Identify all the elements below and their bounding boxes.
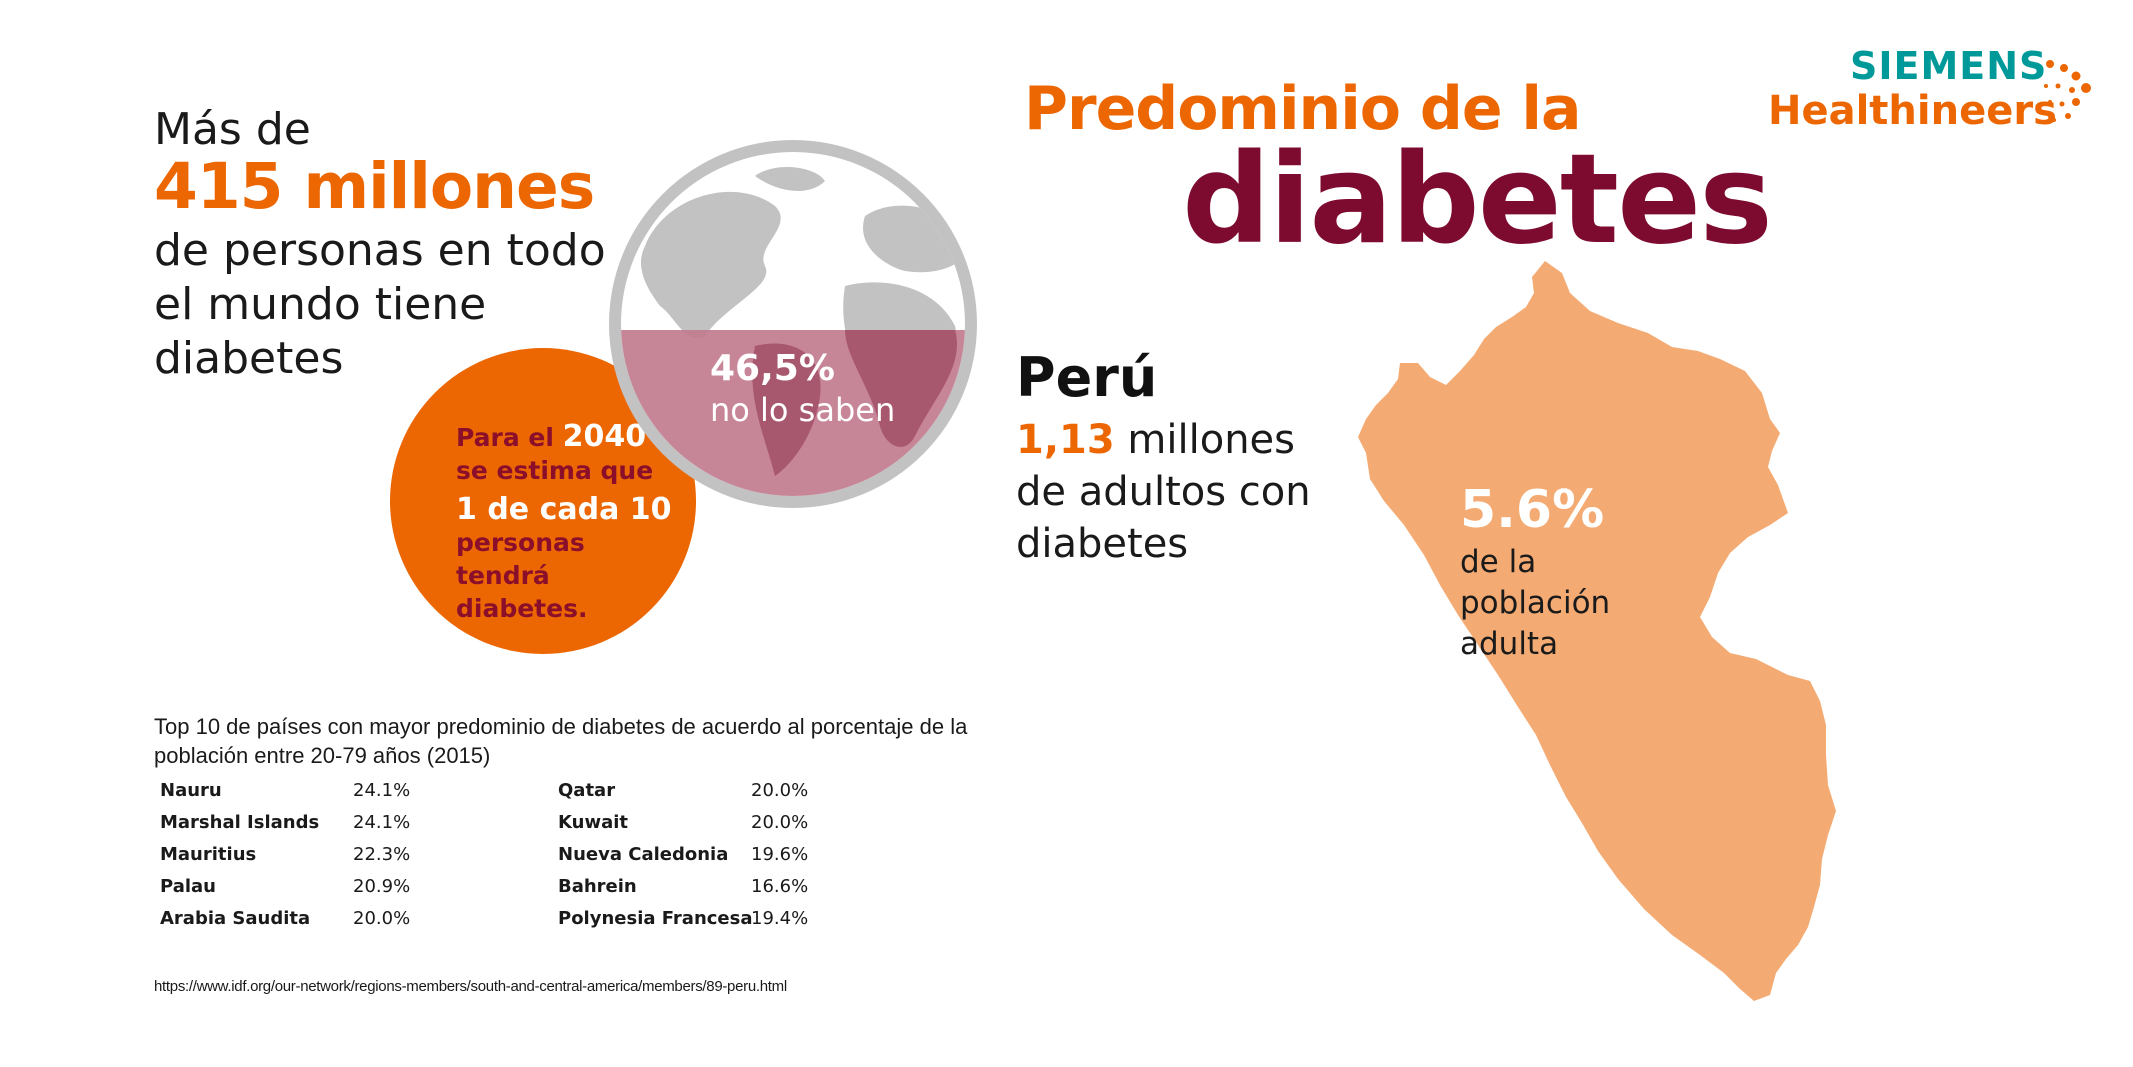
- table-cell-value: 20.0%: [751, 780, 809, 801]
- table-cell-country: Nueva Caledonia: [558, 844, 729, 865]
- forecast-year: 2040: [562, 419, 647, 454]
- table-cell-country: Marshal Islands: [160, 812, 320, 833]
- country-amount: 1,13: [1016, 417, 1115, 463]
- table-cell-country: Nauru: [160, 780, 222, 801]
- table-cell-country: Palau: [160, 876, 216, 897]
- table-caption: Top 10 de países con mayor predominio de…: [154, 714, 968, 768]
- globe-icon: [609, 140, 977, 508]
- intro-line-1: Más de: [154, 104, 311, 155]
- intro-highlight: 415 millones: [154, 150, 595, 223]
- table-row: Marshal Islands 24.1% Kuwait 20.0%: [160, 812, 860, 844]
- table-cell-value: 24.1%: [353, 780, 411, 801]
- table-cell-value: 19.6%: [751, 844, 809, 865]
- forecast-ratio: 1 de cada 10: [456, 492, 672, 527]
- table-cell-value: 20.9%: [353, 876, 411, 897]
- countries-table: Nauru 24.1% Qatar 20.0% Marshal Islands 24.1%…: [160, 780, 860, 940]
- logo-healthineers: Healthineers: [1768, 88, 2057, 134]
- logo-dots-icon: [2042, 56, 2102, 128]
- page-title-line-1: Predominio de la: [1024, 74, 1581, 144]
- forecast-line-2: se estima que: [456, 456, 654, 485]
- table-cell-country: Kuwait: [558, 812, 628, 833]
- table-cell-country: Mauritius: [160, 844, 257, 865]
- country-amount-unit: millones: [1114, 417, 1295, 463]
- globe-graphic: [605, 136, 981, 512]
- globe-label: 46,5% no lo saben: [710, 348, 895, 429]
- table-cell-value: 19.4%: [751, 908, 809, 929]
- globe-caption: no lo saben: [710, 391, 896, 429]
- forecast-prefix: Para el: [456, 423, 563, 452]
- table-cell-country: Qatar: [558, 780, 616, 801]
- table-cell-value: 22.3%: [353, 844, 411, 865]
- table-row: Nauru 24.1% Qatar 20.0%: [160, 780, 860, 812]
- map-percent: 5.6%: [1460, 480, 1605, 540]
- forecast-line-4: personas tendrá diabetes.: [456, 528, 588, 623]
- table-cell-country: Polynesia Francesa: [558, 908, 753, 929]
- table-cell-country: Arabia Saudita: [160, 908, 311, 929]
- table-row: Mauritius 22.3% Nueva Caledonia 19.6%: [160, 844, 860, 876]
- table-row: Arabia Saudita 20.0% Polynesia Francesa 19.…: [160, 908, 860, 940]
- table-cell-value: 24.1%: [353, 812, 411, 833]
- table-cell-value: 20.0%: [751, 812, 809, 833]
- map-caption: de la población adulta: [1460, 544, 1611, 662]
- country-title: Perú: [1016, 346, 1158, 409]
- page-title-line-2: diabetes: [1182, 128, 1773, 272]
- table-cell-country: Bahrein: [558, 876, 637, 897]
- globe-percent: 46,5%: [710, 348, 835, 389]
- intro-line-3: de personas en todo el mundo tiene diabe…: [154, 225, 606, 384]
- country-stat-line-2: de adultos con diabetes: [1016, 469, 1311, 567]
- peru-map-icon: [1358, 261, 1836, 1001]
- table-cell-value: 20.0%: [353, 908, 411, 929]
- peru-map: [1300, 255, 1840, 1005]
- table-row: Palau 20.9% Bahrein 16.6%: [160, 876, 860, 908]
- logo-siemens: SIEMENS: [1850, 44, 2048, 88]
- source-link[interactable]: https://www.idf.org/our-network/regions-…: [154, 978, 787, 995]
- country-stat: 1,13 millones de adultos con diabetes: [1016, 414, 1336, 570]
- forecast-text: Para el 2040 se estima que 1 de cada 10 …: [456, 420, 686, 625]
- table-cell-value: 16.6%: [751, 876, 809, 897]
